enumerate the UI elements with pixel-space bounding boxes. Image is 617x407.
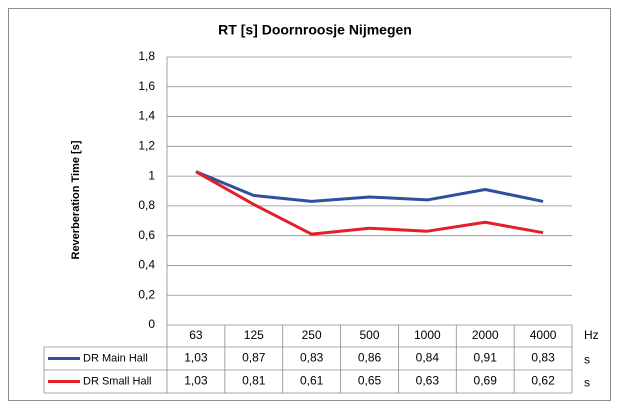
y-tick-label: 1,6 bbox=[138, 79, 155, 93]
table-value: 0,69 bbox=[474, 374, 498, 388]
y-tick-label: 1,2 bbox=[138, 139, 155, 153]
table-value: 0,63 bbox=[416, 374, 440, 388]
table-unit: s bbox=[584, 353, 590, 367]
table-value: 0,65 bbox=[358, 374, 382, 388]
x-tick-label: 500 bbox=[359, 328, 379, 342]
y-tick-label: 0 bbox=[148, 317, 155, 331]
series-line bbox=[195, 170, 544, 203]
table-value: 0,84 bbox=[416, 351, 440, 365]
x-tick-label: 63 bbox=[189, 328, 203, 342]
table-value: 0,81 bbox=[242, 374, 266, 388]
table-value: 0,86 bbox=[358, 351, 382, 365]
x-tick-label: 2000 bbox=[472, 328, 499, 342]
y-tick-label: 0,2 bbox=[138, 287, 155, 301]
legend-label: DR Main Hall bbox=[83, 352, 148, 364]
chart-title: RT [s] Doornroosje Nijmegen bbox=[218, 22, 412, 38]
table-value: 0,61 bbox=[300, 374, 324, 388]
y-tick-label: 1 bbox=[148, 168, 155, 182]
table-value: 0,83 bbox=[300, 351, 324, 365]
y-axis-label: Reverberation Time [s] bbox=[70, 140, 82, 259]
x-tick-label: 125 bbox=[244, 328, 264, 342]
x-tick-label: 1000 bbox=[414, 328, 441, 342]
y-tick-label: 0,6 bbox=[138, 228, 155, 242]
chart-frame bbox=[8, 8, 611, 401]
x-tick-label: 250 bbox=[302, 328, 322, 342]
y-tick-label: 0,4 bbox=[138, 258, 155, 272]
table-value: 1,03 bbox=[184, 374, 208, 388]
table-value: 1,03 bbox=[184, 351, 208, 365]
table-value: 0,62 bbox=[531, 374, 555, 388]
x-unit: Hz bbox=[584, 328, 599, 342]
y-tick-label: 1,4 bbox=[138, 109, 155, 123]
y-tick-label: 1,8 bbox=[138, 49, 155, 63]
series-line bbox=[195, 170, 544, 236]
table-unit: s bbox=[584, 376, 590, 390]
table-value: 0,87 bbox=[242, 351, 266, 365]
table-value: 0,91 bbox=[474, 351, 498, 365]
x-tick-label: 4000 bbox=[530, 328, 557, 342]
y-tick-label: 0,8 bbox=[138, 198, 155, 212]
table-value: 0,83 bbox=[531, 351, 555, 365]
legend-label: DR Small Hall bbox=[83, 375, 151, 387]
